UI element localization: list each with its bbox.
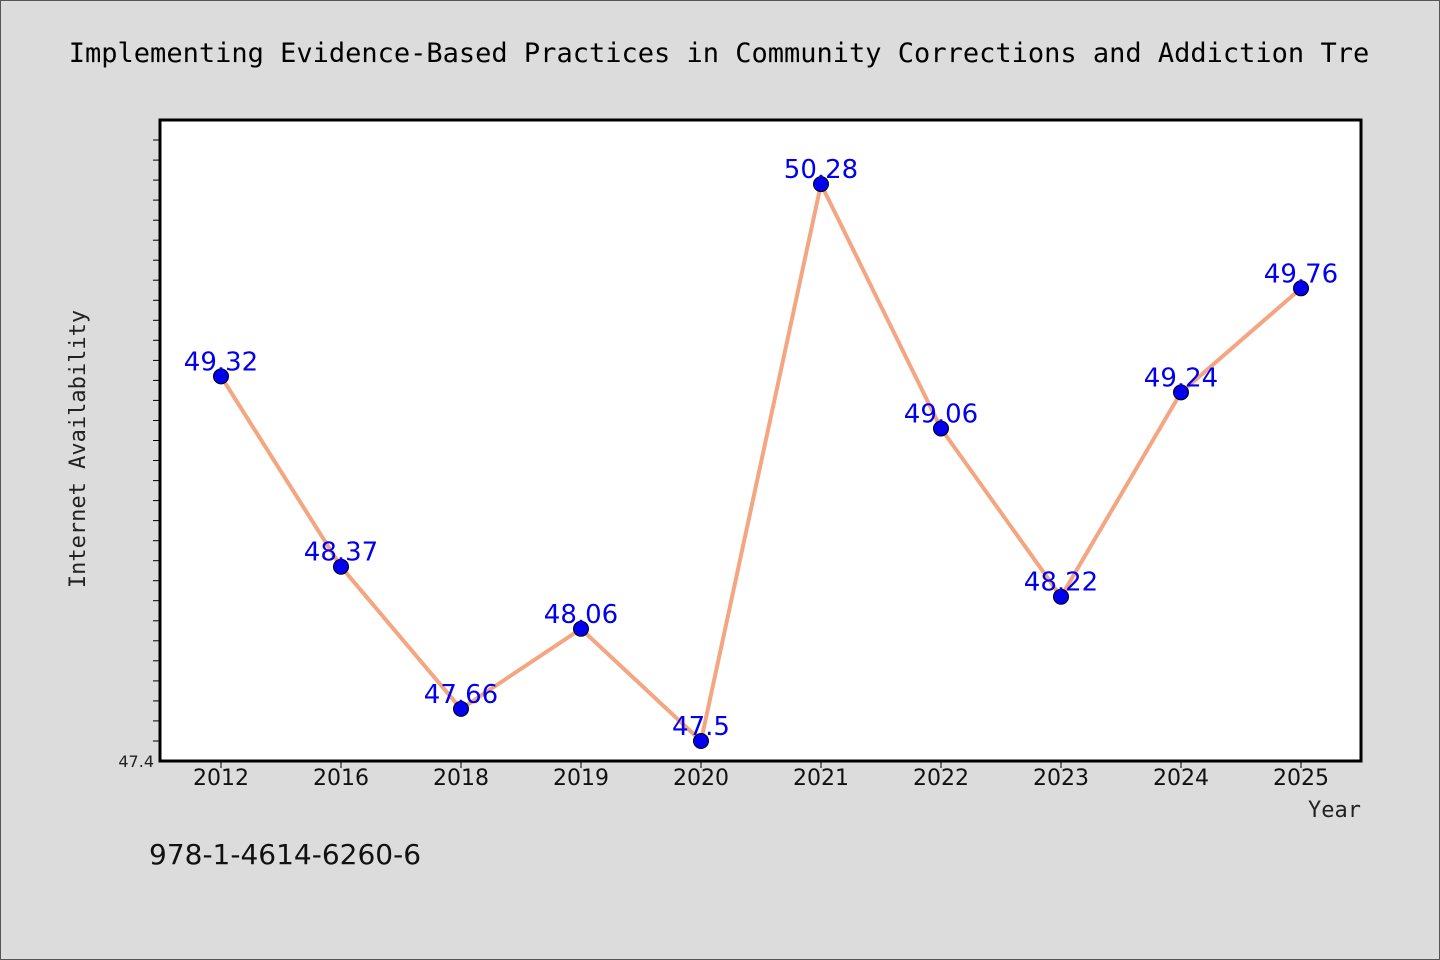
- data-label-2021: 50.28: [784, 155, 858, 185]
- x-tick-label-2021: 2021: [793, 766, 849, 791]
- series-line: [219, 182, 1303, 743]
- data-point-2016: [333, 558, 349, 575]
- data-point-2022: [933, 420, 949, 437]
- data-label-2024: 49.24: [1144, 363, 1218, 393]
- data-label-2020: 47.5: [672, 712, 730, 742]
- plot-area: [160, 120, 1361, 761]
- data-points: [213, 176, 1309, 749]
- data-label-2018: 47.66: [424, 680, 498, 710]
- x-tick-label-2024: 2024: [1153, 766, 1209, 791]
- x-tick-label-2022: 2022: [913, 766, 969, 791]
- data-label-2016: 48.37: [304, 538, 378, 568]
- plot-frame: [158, 118, 1363, 763]
- x-tick-label-2018: 2018: [433, 766, 489, 791]
- data-labels: 49.32 48.37 47.66 48.06 47.5 50.28 49.06 48.22 4…: [184, 155, 1338, 742]
- x-tick-label-2012: 2012: [193, 766, 249, 791]
- data-point-2021: [813, 176, 829, 193]
- x-tick-label-2020: 2020: [673, 766, 729, 791]
- x-tick-label-2025: 2025: [1273, 766, 1329, 791]
- isbn-footer: 978-1-4614-6260-6: [149, 838, 421, 871]
- data-point-2012: [213, 368, 229, 385]
- chart-title: Implementing Evidence-Based Practices in…: [69, 38, 1369, 69]
- y-axis-min-tick-label: 47.4: [118, 752, 154, 771]
- x-tick-label-2019: 2019: [553, 766, 609, 791]
- x-tick-label-2016: 2016: [313, 766, 369, 791]
- y-axis-label: Internet Availability: [66, 310, 91, 588]
- data-label-2023: 48.22: [1024, 568, 1098, 598]
- x-tick-labels: 2012 2016 2018 2019 2020 2021 2022 2023 2024 2025: [193, 766, 1329, 791]
- x-tick-label-2023: 2023: [1033, 766, 1089, 791]
- data-label-2019: 48.06: [544, 600, 618, 630]
- data-point-2023: [1053, 588, 1069, 605]
- data-point-2025: [1293, 280, 1309, 297]
- data-point-2019: [573, 620, 589, 637]
- data-label-2022: 49.06: [904, 400, 978, 430]
- data-point-2020: [693, 733, 709, 749]
- data-label-2012: 49.32: [184, 347, 258, 377]
- data-point-2018: [453, 700, 469, 717]
- x-axis-label: Year: [1308, 798, 1361, 823]
- data-point-2024: [1173, 384, 1189, 401]
- data-label-2025: 49.76: [1264, 259, 1338, 289]
